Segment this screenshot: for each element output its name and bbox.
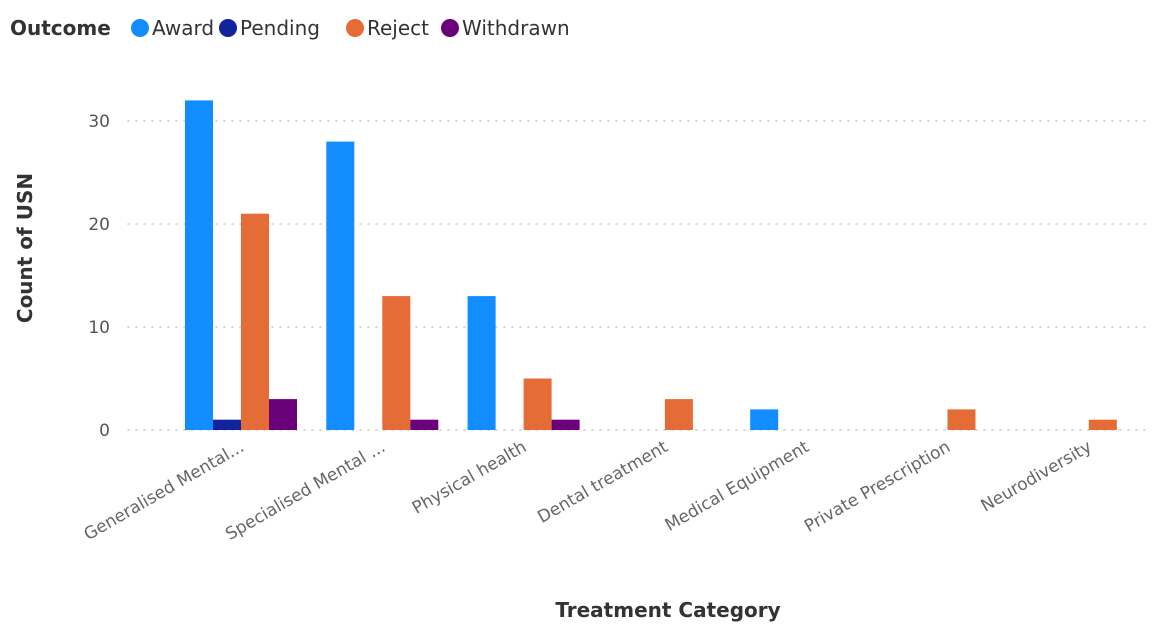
bars — [185, 100, 1117, 430]
y-axis-ticks: 0 10 20 30 — [88, 112, 110, 441]
x-tick-label: Physical health — [409, 437, 530, 519]
legend-label-pending: Pending — [240, 16, 320, 40]
x-tick-label: Medical Equipment — [662, 437, 813, 536]
gridlines — [128, 121, 1152, 430]
y-tick-label: 30 — [88, 112, 110, 132]
x-tick-label: Dental treatment — [534, 437, 671, 528]
bar-award[interactable] — [750, 409, 778, 430]
bar-withdrawn[interactable] — [552, 420, 580, 430]
legend-label-reject: Reject — [367, 16, 429, 40]
x-tick-label: Neurodiversity — [978, 437, 1096, 516]
y-tick-label: 0 — [99, 421, 110, 441]
y-tick-label: 10 — [88, 318, 110, 338]
x-tick-label: Specialised Mental ... — [222, 437, 389, 545]
y-axis-title: Count of USN — [13, 173, 37, 323]
bar-withdrawn[interactable] — [269, 399, 297, 430]
bar-reject[interactable] — [241, 214, 269, 430]
legend-items: Award Pending Reject Withdrawn — [131, 16, 570, 40]
bar-award[interactable] — [185, 100, 213, 430]
bar-pending[interactable] — [213, 420, 241, 430]
legend-marker-pending — [219, 19, 237, 37]
x-axis-title: Treatment Category — [555, 598, 780, 622]
bar-reject[interactable] — [665, 399, 693, 430]
bar-award[interactable] — [468, 296, 496, 430]
bar-award[interactable] — [326, 142, 354, 430]
bar-reject[interactable] — [382, 296, 410, 430]
legend: Outcome Award Pending Reject Withdrawn — [10, 16, 570, 40]
x-tick-label: Private Prescription — [801, 437, 954, 537]
legend-label-award: Award — [152, 16, 214, 40]
legend-label-withdrawn: Withdrawn — [462, 16, 570, 40]
legend-marker-reject — [346, 19, 364, 37]
bar-withdrawn[interactable] — [410, 420, 438, 430]
legend-marker-award — [131, 19, 149, 37]
bar-reject[interactable] — [1089, 420, 1117, 430]
legend-marker-withdrawn — [441, 19, 459, 37]
bar-reject[interactable] — [524, 379, 552, 431]
bar-reject[interactable] — [948, 409, 976, 430]
x-axis-labels: Generalised Mental...Specialised Mental … — [81, 437, 1096, 545]
y-tick-label: 20 — [88, 215, 110, 235]
legend-title: Outcome — [10, 16, 111, 40]
